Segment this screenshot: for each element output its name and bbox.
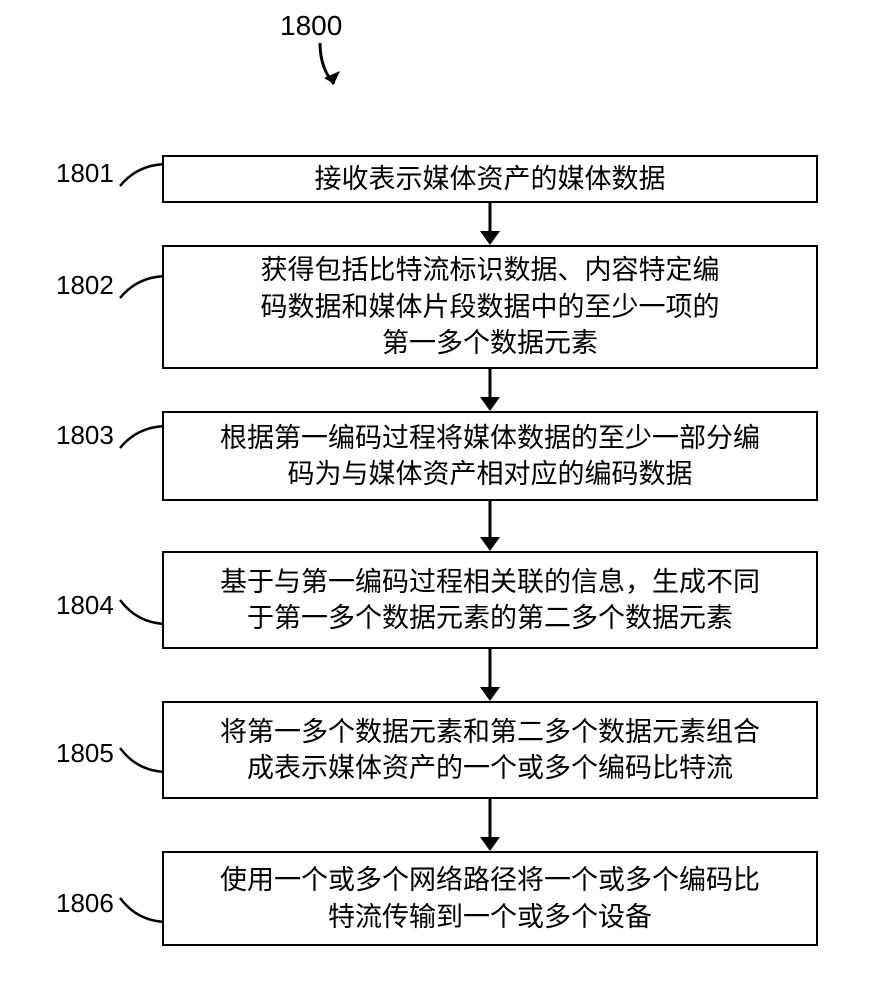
step-box-1803: 根据第一编码过程将媒体数据的至少一部分编码为与媒体资产相对应的编码数据 <box>162 411 818 501</box>
step-label-1802: 1802 <box>56 270 114 301</box>
step-text-1802: 获得包括比特流标识数据、内容特定编码数据和媒体片段数据中的至少一项的第一多个数据… <box>261 252 720 361</box>
down-arrow-1801 <box>475 203 505 245</box>
down-arrow-1804 <box>475 649 505 701</box>
step-box-1806: 使用一个或多个网络路径将一个或多个编码比特流传输到一个或多个设备 <box>162 851 818 946</box>
step-label-1801: 1801 <box>56 158 114 189</box>
down-arrow-1802 <box>475 369 505 411</box>
step-box-1805: 将第一多个数据元素和第二多个数据元素组合成表示媒体资产的一个或多个编码比特流 <box>162 701 818 799</box>
step-label-1805: 1805 <box>56 738 114 769</box>
step-box-1802: 获得包括比特流标识数据、内容特定编码数据和媒体片段数据中的至少一项的第一多个数据… <box>162 245 818 369</box>
step-box-1804: 基于与第一编码过程相关联的信息，生成不同于第一多个数据元素的第二多个数据元素 <box>162 551 818 649</box>
step-text-1804: 基于与第一编码过程相关联的信息，生成不同于第一多个数据元素的第二多个数据元素 <box>220 564 760 637</box>
down-arrow-1805 <box>475 799 505 851</box>
figure-ref-arrow <box>310 38 360 98</box>
step-text-1801: 接收表示媒体资产的媒体数据 <box>315 161 666 197</box>
step-text-1803: 根据第一编码过程将媒体数据的至少一部分编码为与媒体资产相对应的编码数据 <box>220 420 760 493</box>
step-label-1806: 1806 <box>56 888 114 919</box>
step-label-1804: 1804 <box>56 590 114 621</box>
step-box-1801: 接收表示媒体资产的媒体数据 <box>162 155 818 203</box>
step-text-1805: 将第一多个数据元素和第二多个数据元素组合成表示媒体资产的一个或多个编码比特流 <box>220 714 760 787</box>
flowchart-1800: 1800 1801接收表示媒体资产的媒体数据1802获得包括比特流标识数据、内容… <box>0 0 869 110</box>
step-text-1806: 使用一个或多个网络路径将一个或多个编码比特流传输到一个或多个设备 <box>220 862 760 935</box>
down-arrow-1803 <box>475 501 505 551</box>
step-label-1803: 1803 <box>56 420 114 451</box>
figure-ref-row: 1800 <box>0 0 869 110</box>
